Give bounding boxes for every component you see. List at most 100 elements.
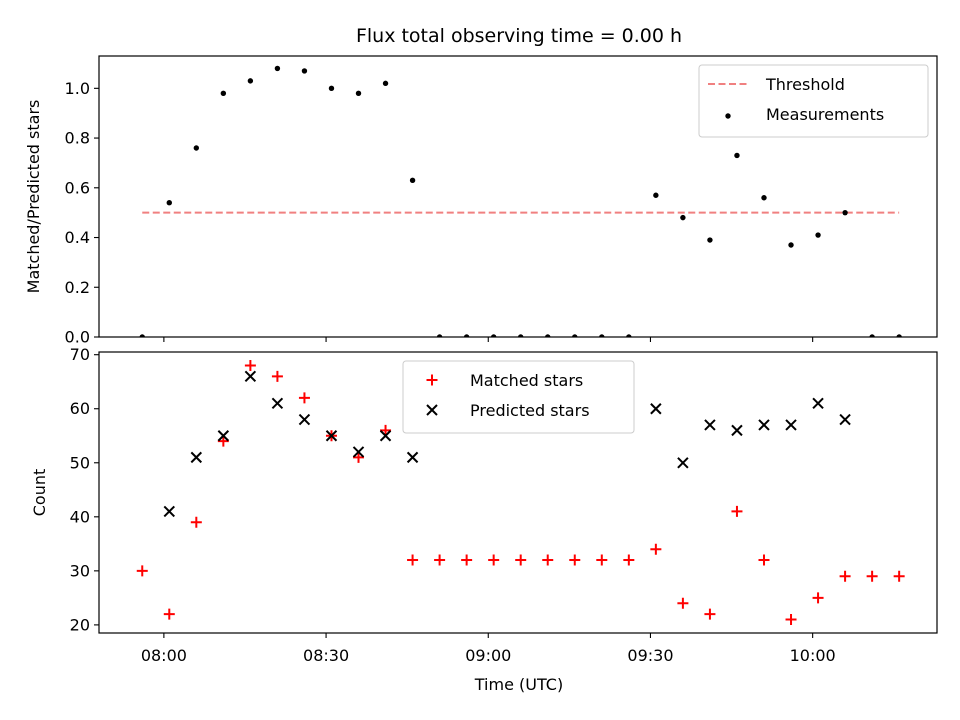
y-tick-label: 40 xyxy=(70,507,90,526)
data-point xyxy=(569,554,581,566)
data-point xyxy=(545,334,551,337)
data-point xyxy=(518,334,524,337)
data-point xyxy=(542,554,554,566)
data-point xyxy=(461,554,473,566)
data-point xyxy=(325,430,338,442)
data-point xyxy=(866,570,878,582)
data-point xyxy=(839,413,851,426)
data-point xyxy=(758,419,770,431)
data-point xyxy=(596,554,608,566)
legend: Threshold Measurements xyxy=(698,64,929,138)
x-tick-label: 08:30 xyxy=(303,646,349,665)
data-point xyxy=(271,397,284,410)
data-point xyxy=(220,90,227,97)
chart-title: Flux total observing time = 0.00 h xyxy=(356,25,682,47)
data-point xyxy=(839,570,851,582)
data-point xyxy=(409,177,416,184)
data-point xyxy=(677,597,689,609)
data-point xyxy=(623,554,635,566)
data-point xyxy=(812,397,824,410)
y-tick-label: 0.2 xyxy=(65,278,90,297)
data-point xyxy=(406,451,419,464)
x-tick-label: 08:00 xyxy=(141,646,187,665)
y-tick-label: 20 xyxy=(70,615,90,634)
y-tick-label: 1.0 xyxy=(65,79,90,98)
data-point xyxy=(869,334,875,337)
data-point xyxy=(353,451,365,463)
y-tick-label: 30 xyxy=(70,561,90,580)
y-axis-label: Count xyxy=(30,469,49,517)
data-point xyxy=(680,214,686,221)
data-point xyxy=(355,90,362,97)
y-axis-label: Matched/Predicted stars xyxy=(24,100,43,294)
x-tick-label: 09:00 xyxy=(465,646,511,665)
data-point xyxy=(734,152,740,159)
data-point xyxy=(217,435,229,447)
data-point xyxy=(298,392,310,404)
data-point xyxy=(488,554,500,566)
legend-marker xyxy=(426,374,438,386)
data-point xyxy=(704,608,716,620)
legend-label: Threshold xyxy=(765,75,845,94)
data-point xyxy=(382,80,389,87)
y-tick-label: 50 xyxy=(70,453,90,472)
axes-frame xyxy=(98,351,938,634)
data-point xyxy=(788,242,794,248)
y-tick-label: 0.4 xyxy=(65,228,90,247)
bottom-panel: 20 30 40 50 60 70 08:00 08:30 09:00 09:30 10:00 Cou… xyxy=(30,345,938,665)
data-point xyxy=(301,68,308,74)
data-point xyxy=(653,192,659,198)
data-point xyxy=(379,430,392,442)
data-point xyxy=(650,403,662,415)
data-point xyxy=(815,232,821,238)
data-point xyxy=(271,370,283,382)
data-point xyxy=(163,505,175,518)
data-point xyxy=(704,419,716,431)
data-point xyxy=(352,446,365,458)
data-point xyxy=(434,554,446,566)
data-point xyxy=(244,360,256,372)
y-tick-label: 60 xyxy=(70,399,90,418)
data-point xyxy=(136,565,148,577)
y-tick-label: 0.0 xyxy=(65,328,90,347)
data-point xyxy=(707,237,713,243)
data-point xyxy=(490,334,497,337)
data-point xyxy=(893,570,905,582)
x-tick-label: 10:00 xyxy=(790,646,836,665)
legend-label: Measurements xyxy=(766,105,884,124)
data-point xyxy=(785,419,797,431)
data-point xyxy=(193,145,200,151)
data-point xyxy=(274,65,281,72)
data-point xyxy=(515,554,527,566)
legend-label: Matched stars xyxy=(470,371,583,390)
legend-marker xyxy=(426,404,438,416)
data-point xyxy=(599,334,605,337)
data-point xyxy=(812,592,824,604)
data-point xyxy=(731,505,743,517)
data-point xyxy=(247,78,254,84)
top-panel: 0.0 0.2 0.4 0.6 0.8 1.0 Matched/Predicted star… xyxy=(24,55,938,347)
legend-box xyxy=(402,360,635,434)
y-tick-label: 0.8 xyxy=(65,129,90,148)
data-point xyxy=(572,334,578,337)
data-point xyxy=(436,334,443,337)
data-point xyxy=(785,613,797,625)
data-point xyxy=(758,554,770,566)
data-point xyxy=(463,334,470,337)
data-point xyxy=(139,334,145,337)
data-point xyxy=(328,85,335,92)
x-axis-label: Time (UTC) xyxy=(474,675,563,694)
axes-frame xyxy=(98,55,938,338)
data-point xyxy=(217,430,230,442)
plot-area xyxy=(139,65,902,337)
data-point xyxy=(896,334,902,337)
legend-label: Predicted stars xyxy=(470,401,590,420)
legend-marker xyxy=(725,113,731,119)
x-tick-label: 09:30 xyxy=(627,646,673,665)
data-point xyxy=(407,554,419,566)
data-point xyxy=(244,370,257,383)
data-point xyxy=(650,543,662,555)
data-point xyxy=(842,209,848,216)
data-point xyxy=(163,608,175,620)
